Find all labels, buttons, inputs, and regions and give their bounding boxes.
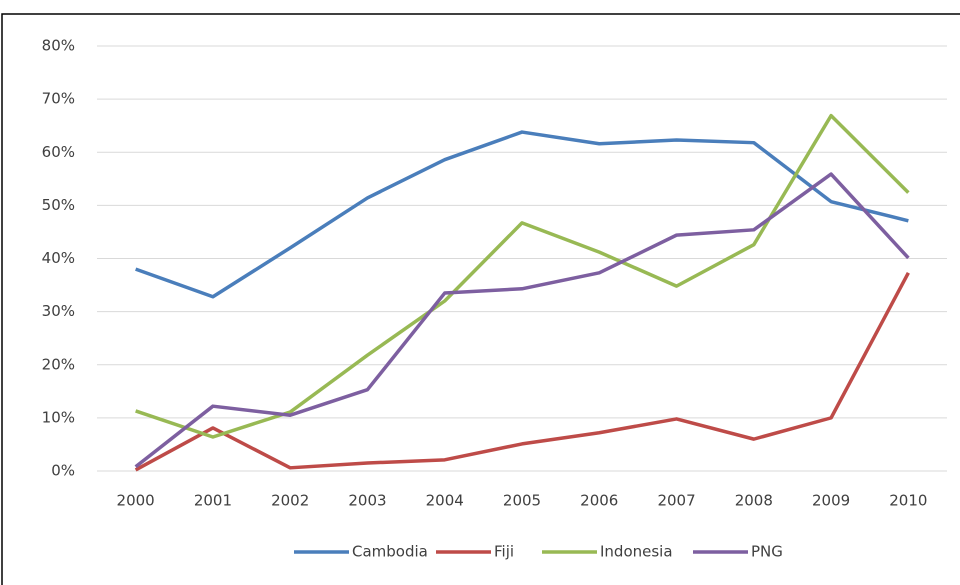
y-tick-label: 50% <box>42 196 75 214</box>
chart-border <box>1 13 960 585</box>
legend-label: Cambodia <box>352 543 428 561</box>
x-tick-label: 2005 <box>503 492 541 510</box>
y-tick-label: 80% <box>42 37 75 55</box>
x-tick-label: 2007 <box>657 492 695 510</box>
series-line <box>135 130 909 299</box>
x-tick-label: 2003 <box>348 492 386 510</box>
x-tick-label: 2006 <box>580 492 618 510</box>
y-tick-label: 40% <box>42 249 75 267</box>
y-tick-label: 70% <box>42 90 75 108</box>
y-tick-label: 20% <box>42 355 75 373</box>
series-line <box>134 172 910 469</box>
x-tick-label: 2010 <box>889 492 927 510</box>
legend-label: Fiji <box>494 543 514 561</box>
x-tick-label: 2001 <box>194 492 232 510</box>
legend-label: Indonesia <box>600 543 673 561</box>
x-tick-label: 2008 <box>735 492 773 510</box>
legend-label: PNG <box>751 543 783 561</box>
y-tick-label: 60% <box>42 143 75 161</box>
x-tick-label: 2004 <box>426 492 464 510</box>
x-tick-label: 2002 <box>271 492 309 510</box>
x-tick-label: 2000 <box>117 492 155 510</box>
y-tick-label: 0% <box>51 462 75 480</box>
x-tick-label: 2009 <box>812 492 850 510</box>
series-line <box>134 272 910 472</box>
y-tick-label: 10% <box>42 408 75 426</box>
series-line <box>135 113 910 439</box>
y-tick-label: 30% <box>42 302 75 320</box>
